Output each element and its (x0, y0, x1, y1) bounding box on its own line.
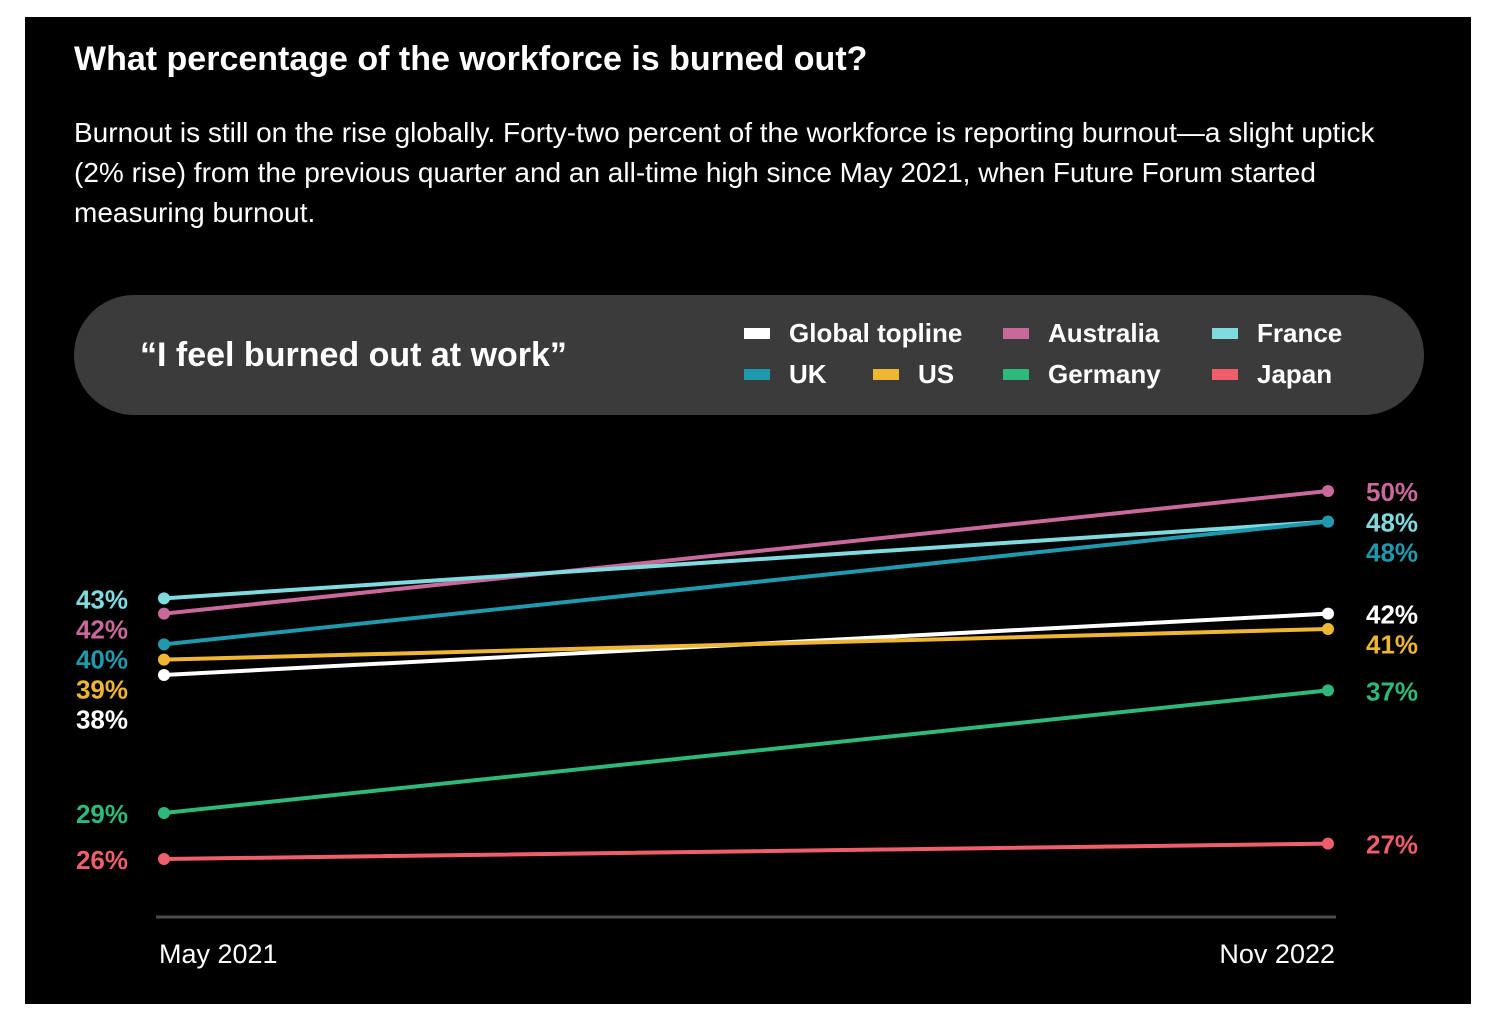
legend-label: Japan (1257, 358, 1333, 389)
data-label-france-start: 43% (76, 584, 128, 614)
x-tick-label: Nov 2022 (1219, 939, 1335, 969)
series-australia: 42% 50% (76, 477, 1418, 644)
chart-card: What percentage of the workforce is burn… (25, 17, 1471, 1004)
legend-item-global-topline: Global topline (744, 318, 962, 348)
data-label-japan-start: 26% (76, 845, 128, 875)
legend-swatch (744, 368, 770, 380)
data-point-uk (158, 638, 170, 651)
legend-label: US (918, 358, 955, 389)
data-point-global-topline (158, 669, 170, 681)
x-tick-label: May 2021 (159, 939, 278, 969)
legend-label: France (1257, 317, 1343, 348)
series-global-topline: 38% 42% (76, 600, 1418, 735)
legend-quote: “I feel burned out at work” (140, 336, 567, 374)
legend-item-australia: Australia (1003, 318, 1159, 348)
legend-item-germany: Germany (1003, 359, 1161, 389)
legend-swatch (1212, 368, 1238, 380)
data-point-germany (158, 807, 170, 819)
legend-panel: “I feel burned out at work” Global topli… (74, 295, 1424, 415)
legend-swatch (1212, 327, 1238, 339)
series-line-japan (162, 841, 1330, 861)
legend-label: UK (789, 358, 827, 389)
data-label-uk-end: 48% (1366, 538, 1418, 568)
series-line-germany (162, 688, 1330, 815)
data-point-japan (1322, 837, 1334, 850)
series-uk: 40% 48% (76, 515, 1418, 674)
data-label-us-start: 39% (76, 674, 128, 704)
series-japan: 26% 27% (76, 830, 1418, 875)
series-line-uk (162, 519, 1330, 647)
legend-swatch (873, 368, 899, 380)
line-chart: May 2021 Nov 2022 38%42%42%50%43%48%40%4… (76, 477, 1418, 969)
data-point-australia (1322, 485, 1334, 497)
data-label-germany-start: 29% (76, 799, 128, 829)
series-line-australia (162, 489, 1330, 616)
legend-item-us: US (873, 359, 954, 389)
data-point-global-topline (1322, 607, 1334, 620)
data-label-france-end: 48% (1366, 508, 1418, 538)
legend-swatch (1003, 368, 1029, 380)
data-label-global-topline-end: 42% (1366, 600, 1418, 630)
data-label-australia-start: 42% (76, 614, 128, 644)
chart-subtitle: Burnout is still on the rise globally. F… (74, 117, 1375, 228)
data-point-australia (158, 607, 170, 620)
series-layer: 38%42%42%50%43%48%40%48%39%41%29%37%26%2… (76, 477, 1418, 875)
data-label-uk-start: 40% (76, 644, 128, 674)
legend-item-uk: UK (744, 359, 827, 389)
data-point-us (1322, 623, 1334, 635)
data-point-uk (1322, 515, 1334, 528)
data-point-france (158, 592, 170, 605)
data-label-us-end: 41% (1366, 630, 1418, 660)
data-point-germany (1322, 684, 1334, 697)
data-label-global-topline-start: 38% (76, 704, 128, 734)
legend-label: Australia (1048, 317, 1160, 348)
series-line-france (162, 519, 1330, 601)
chart-title: What percentage of the workforce is burn… (74, 40, 868, 78)
data-label-germany-end: 37% (1366, 676, 1418, 706)
data-point-japan (158, 853, 170, 865)
legend-label: Germany (1048, 358, 1161, 389)
legend-swatch (1003, 327, 1029, 339)
series-france: 43% 48% (76, 508, 1418, 615)
data-label-australia-end: 50% (1366, 477, 1418, 507)
legend-item-japan: Japan (1212, 359, 1332, 389)
series-us: 39% 41% (76, 623, 1418, 704)
data-point-us (158, 653, 170, 666)
series-line-us (162, 627, 1330, 662)
legend-label: Global topline (789, 317, 963, 348)
legend-item-france: France (1212, 318, 1342, 348)
series-germany: 29% 37% (76, 676, 1418, 829)
legend-swatch (744, 327, 770, 339)
data-label-japan-end: 27% (1366, 830, 1418, 860)
